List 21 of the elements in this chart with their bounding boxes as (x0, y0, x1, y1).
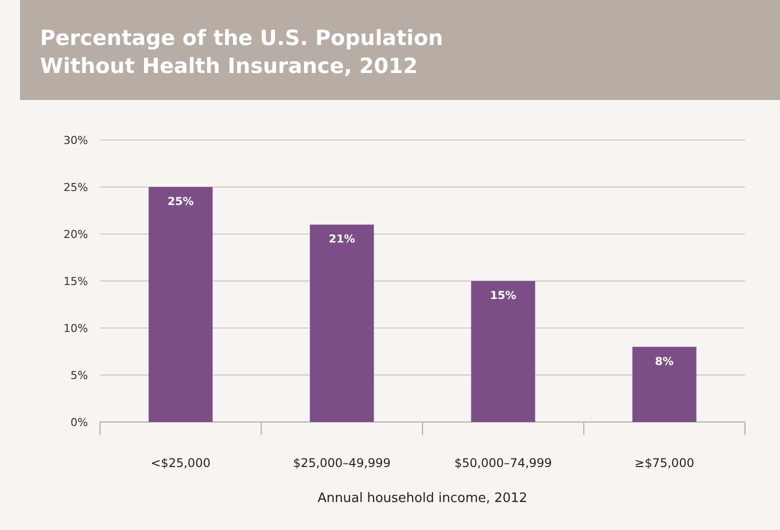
y-tick-label: 0% (70, 416, 88, 429)
y-tick-label: 20% (64, 228, 88, 241)
bar (148, 187, 213, 422)
data-label: 15% (490, 289, 516, 302)
chart-title: Percentage of the U.S. Population Without Health Insurance, 2012 (40, 26, 444, 78)
x-axis-title: Annual household income, 2012 (318, 491, 528, 506)
y-tick-label: 15% (64, 275, 88, 288)
x-tick-label: $25,000–49,999 (293, 456, 391, 470)
y-tick-label: 25% (64, 181, 88, 194)
y-tick-label: 5% (70, 369, 88, 382)
x-tick-label: <$25,000 (150, 456, 210, 470)
y-tick-label: 10% (64, 322, 88, 335)
bar (310, 224, 374, 422)
data-label: 21% (328, 232, 356, 246)
bar (471, 281, 536, 422)
data-label: 8% (655, 354, 674, 368)
x-tick-label: $50,000–74,999 (454, 456, 552, 470)
data-label: 25% (167, 195, 194, 208)
x-tick-label: ≥$75,000 (634, 456, 694, 470)
y-tick-label: 30% (64, 134, 88, 147)
bar (632, 346, 696, 422)
